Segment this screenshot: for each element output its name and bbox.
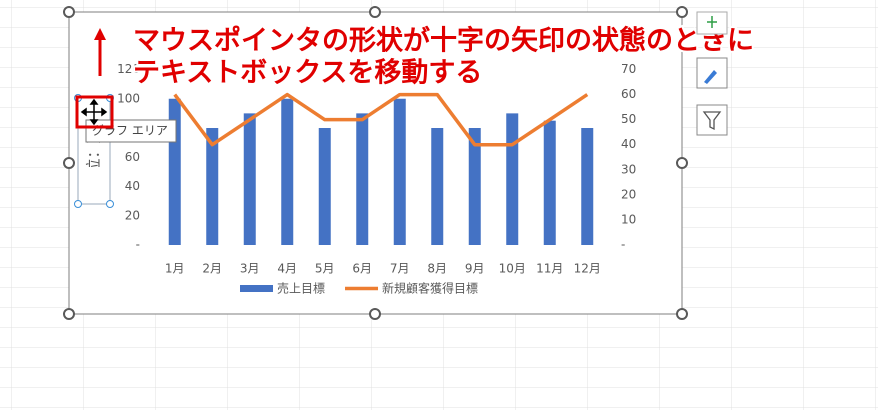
x-tick-label: 5月 <box>315 262 335 276</box>
y-tick-label: 20 <box>125 208 140 222</box>
x-tick-label: 3月 <box>240 262 260 276</box>
bar <box>281 98 294 245</box>
x-tick-label: 7月 <box>390 262 410 276</box>
bar <box>468 128 481 245</box>
x-tick-label: 8月 <box>427 262 447 276</box>
tooltip: グラフ エリア <box>85 119 177 143</box>
legend-swatch <box>240 285 273 292</box>
annotation: テキストボックスを移動する <box>133 58 482 89</box>
annotation: マウスポインタの形状が十字の矢印の状態のときに <box>133 25 754 57</box>
y2-tick-label: 60 <box>621 87 636 101</box>
y-tick-label: 60 <box>125 150 140 164</box>
move-cursor <box>80 98 108 126</box>
x-tick-label: 1月 <box>165 262 185 276</box>
y2-tick-label: - <box>621 238 625 252</box>
y-tick-label: 120 <box>117 62 140 76</box>
legend-label: 新規顧客獲得目標 <box>382 281 478 296</box>
y-tick-label: - <box>136 238 140 252</box>
x-tick-label: 10月 <box>499 262 526 276</box>
bar <box>506 113 519 245</box>
plot: -20406080100120-102030405060701月2月3月4月5月… <box>117 62 636 296</box>
bar <box>206 128 219 245</box>
line <box>173 92 589 147</box>
x-tick-label: 2月 <box>202 262 222 276</box>
highlight-box <box>75 95 114 129</box>
x-tick-label: 12月 <box>574 262 601 276</box>
y-tick-label: 40 <box>125 179 140 193</box>
y2-tick-label: 50 <box>621 112 636 126</box>
x-tick-label: 6月 <box>352 262 372 276</box>
bar <box>243 113 256 245</box>
filter-button[interactable] <box>696 104 728 136</box>
bar <box>318 128 331 245</box>
chart-buttons[interactable] <box>696 11 728 136</box>
bar <box>581 128 594 245</box>
handles[interactable] <box>63 6 688 320</box>
x-tick-label: 4月 <box>277 262 297 276</box>
bar <box>431 128 444 245</box>
bar <box>356 113 369 245</box>
y2-tick-label: 30 <box>621 162 636 176</box>
y2-tick-label: 10 <box>621 212 636 226</box>
y2-tick-label: 70 <box>621 62 636 76</box>
y2-tick-label: 20 <box>621 187 636 201</box>
axis-title: 単位：万円 <box>85 113 103 188</box>
y2-tick-label: 40 <box>621 137 636 151</box>
red-arrowhead <box>94 28 106 40</box>
bar <box>543 120 556 245</box>
y-tick-label: 100 <box>117 91 140 105</box>
x-tick-label: 11月 <box>536 262 563 276</box>
x-tick-label: 9月 <box>465 262 485 276</box>
legend-label: 売上目標 <box>277 281 325 296</box>
bar <box>393 98 406 245</box>
